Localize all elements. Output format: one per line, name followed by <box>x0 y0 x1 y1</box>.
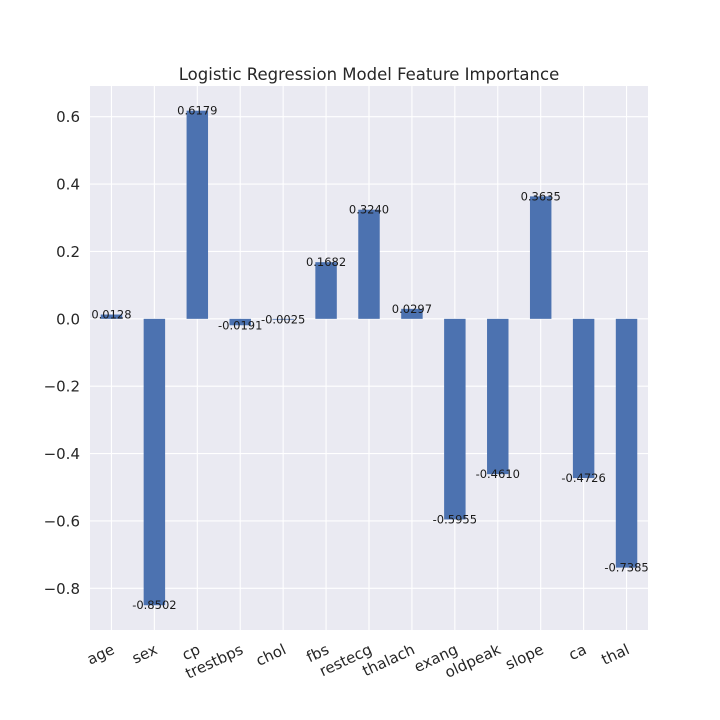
y-tick-label: −0.2 <box>44 378 80 396</box>
bar-trestbps <box>229 318 251 326</box>
bar-ca <box>572 318 595 479</box>
data-label-restecg: 0.3240 <box>349 203 389 217</box>
bar-chol <box>272 318 294 320</box>
y-tick-label: 0.6 <box>56 108 80 126</box>
y-tick-label: 0.2 <box>56 243 80 261</box>
bar-fbs <box>315 262 337 319</box>
data-label-fbs: 0.1682 <box>306 255 346 269</box>
data-label-ca: -0.4726 <box>561 471 605 485</box>
data-label-cp: 0.6179 <box>177 104 217 118</box>
data-labels: 0.0128 -0.8502 0.6179 -0.0191-0.0025 0.1682 0… <box>91 104 648 613</box>
bar-cp <box>186 110 209 319</box>
bar-sex <box>143 318 166 606</box>
data-label-slope: 0.3635 <box>521 189 561 203</box>
bar-age <box>100 314 123 319</box>
y-tick-label: −0.4 <box>44 445 80 463</box>
y-tick-label: −0.6 <box>44 512 80 530</box>
grid-lines <box>90 86 648 630</box>
data-label-thalach: 0.0297 <box>392 302 432 316</box>
data-label-age: 0.0128 <box>91 308 131 322</box>
bar-exang <box>444 318 466 520</box>
bar-oldpeak <box>487 318 509 475</box>
y-tick-label: −0.8 <box>44 580 80 598</box>
data-label-thal: -0.7385 <box>604 561 648 575</box>
y-axis-ticks: 0.6 0.4 0.2 0.0 −0.2 −0.4 −0.6 −0.8 <box>44 108 80 598</box>
chart-title: Logistic Regression Model Feature Import… <box>179 65 559 84</box>
bar-thal <box>615 318 638 568</box>
y-tick-label: 0.4 <box>56 176 80 194</box>
bar-restecg <box>358 209 380 319</box>
x-tick-label-cp: cp <box>179 640 203 664</box>
bars <box>100 110 638 606</box>
x-tick-label-ca: ca <box>566 640 589 664</box>
bar-thalach <box>401 308 423 319</box>
y-tick-label: 0.0 <box>56 310 80 328</box>
data-label-trestbps: -0.0191 <box>218 318 262 332</box>
bar-slope <box>529 196 552 319</box>
data-label-sex: -0.8502 <box>132 598 176 612</box>
data-label-oldpeak: -0.4610 <box>476 467 520 481</box>
data-label-exang: -0.5955 <box>433 512 477 526</box>
data-label-chol: -0.0025 <box>261 313 305 327</box>
